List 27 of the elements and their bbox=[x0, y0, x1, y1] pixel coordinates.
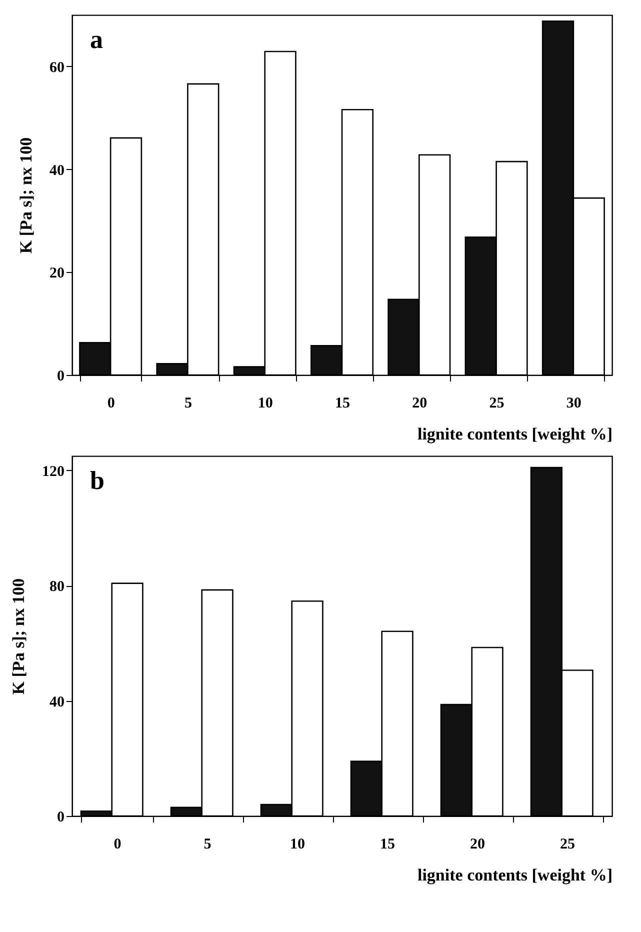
x-tick-label: 15 bbox=[335, 396, 350, 412]
y-axis-title: K [Pa s]; nx 100 bbox=[16, 137, 36, 254]
x-tick-label: 25 bbox=[489, 396, 504, 412]
x-tick-label: 10 bbox=[290, 836, 305, 852]
x-tick-label: 25 bbox=[560, 836, 575, 852]
annotation: b bbox=[90, 466, 104, 495]
y-axis-title: K [Pa s]; nx 100 bbox=[9, 578, 28, 695]
x-tick-label: 30 bbox=[566, 396, 582, 412]
y-tick-label: 0 bbox=[57, 368, 64, 384]
y-tick-label: 60 bbox=[50, 60, 64, 76]
x-tick-label: 5 bbox=[184, 396, 192, 412]
x-tick-label: 0 bbox=[114, 836, 122, 852]
y-tick-label: 0 bbox=[57, 810, 64, 826]
x-tick-label: 10 bbox=[258, 396, 273, 412]
x-axis-title: lignite contents [weight %] bbox=[417, 424, 612, 444]
annotation: a bbox=[90, 25, 103, 54]
x-tick-label: 5 bbox=[204, 836, 212, 852]
x-axis-title: lignite contents [weight %] bbox=[417, 866, 612, 884]
y-tick-label: 40 bbox=[50, 694, 64, 710]
y-tick-label: 80 bbox=[50, 579, 64, 596]
x-tick-label: 0 bbox=[107, 396, 115, 412]
x-tick-label: 20 bbox=[412, 396, 428, 412]
y-tick-label: 120 bbox=[42, 464, 64, 480]
x-tick-label: 15 bbox=[380, 836, 395, 852]
y-tick-label: 20 bbox=[50, 266, 64, 282]
y-tick-label: 40 bbox=[50, 162, 64, 179]
x-tick-label: 20 bbox=[470, 836, 485, 852]
